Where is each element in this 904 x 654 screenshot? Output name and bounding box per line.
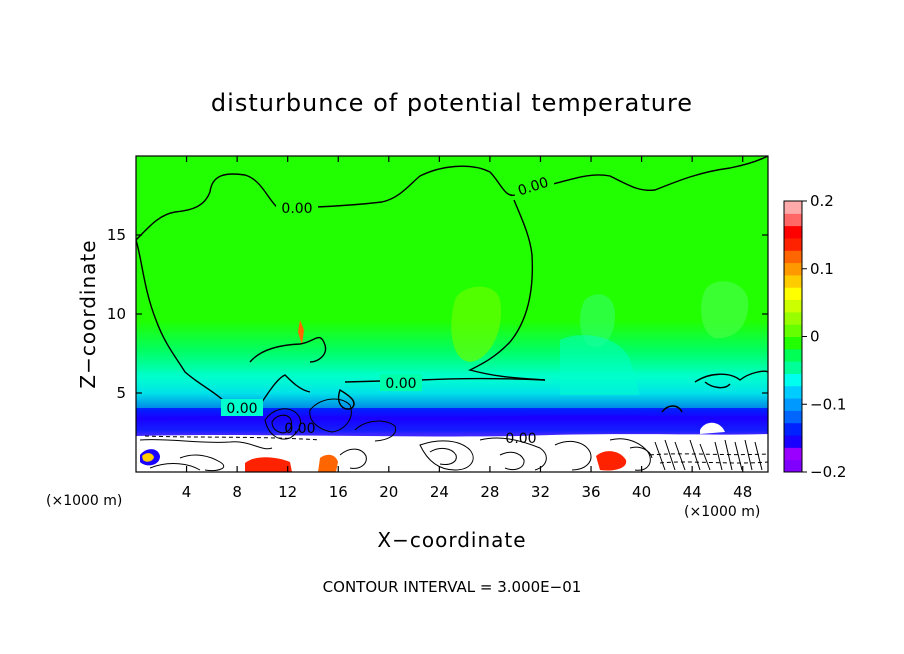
x-tick-label: 48 — [733, 483, 752, 501]
y-tick-label: 10 — [107, 305, 126, 323]
turbulent-contours — [139, 398, 763, 471]
colorbar-swatch — [784, 287, 802, 301]
colorbar-swatch — [784, 299, 802, 313]
colorbar-swatch — [784, 398, 802, 411]
x-tick-label: 24 — [430, 483, 449, 501]
lower-region — [136, 438, 768, 472]
colorbar-swatch — [784, 373, 802, 387]
warm-anomaly — [298, 320, 304, 345]
plume-region — [701, 281, 749, 339]
y-tick-label: 15 — [107, 226, 126, 244]
colorbar-swatch — [784, 435, 802, 448]
colorbar-swatch — [784, 201, 802, 214]
colorbar-swatch — [784, 385, 802, 399]
zero-contour — [468, 199, 546, 381]
colorbar-swatch — [784, 225, 802, 239]
colorbar-swatch — [784, 410, 802, 424]
plume-region — [580, 294, 615, 347]
colorbar-tick-label: 0 — [810, 328, 820, 346]
chart-title: disturbunce of potential temperature — [211, 89, 693, 117]
colorbar-swatch — [784, 422, 802, 436]
colorbar-swatch — [784, 348, 802, 362]
zero-contour — [694, 370, 768, 383]
colorbar-tick-label: 0.2 — [810, 192, 834, 210]
zero-contour — [344, 380, 382, 383]
x-axis-label: X−coordinate — [377, 528, 526, 552]
x-tick-label: 44 — [683, 483, 702, 501]
zero-contour — [338, 388, 355, 410]
colorbar-swatch — [784, 361, 802, 374]
zero-contour — [261, 374, 311, 403]
contour-interval-note: CONTOUR INTERVAL = 3.000E−01 — [323, 578, 582, 596]
contour-label: 0.00 — [281, 201, 312, 217]
plot-area: 0.00 0.00 0.00 0.00 0.00 0.00 — [136, 156, 768, 472]
colorbar-tick-label: 0.1 — [810, 260, 834, 278]
x-unit-right: (×1000 m) — [684, 504, 760, 520]
x-tick-label: 8 — [232, 483, 242, 501]
y-tick-label: 5 — [116, 384, 126, 402]
zero-contour — [661, 405, 683, 413]
zero-contour — [552, 156, 768, 192]
zero-contour — [136, 173, 279, 241]
warm-anomaly — [245, 457, 292, 472]
contour-label: 0.00 — [505, 431, 536, 447]
zero-contour — [419, 377, 546, 381]
warm-anomaly — [318, 454, 338, 472]
colorbar-tick-label: −0.1 — [810, 395, 846, 413]
zero-contour — [315, 165, 516, 208]
cyan-region — [560, 335, 640, 395]
contour-label-layer: 0.00 0.00 0.00 0.00 0.00 0.00 — [221, 175, 554, 447]
colorbar-swatch — [784, 336, 802, 350]
y-axis: 5 10 15 — [107, 226, 768, 402]
colorbar-swatch — [784, 237, 802, 251]
x-axis: 4 8 12 16 20 24 28 32 36 40 44 48 — [182, 156, 752, 501]
colorbar-swatch — [784, 447, 802, 461]
colorbar-swatch — [784, 311, 802, 325]
x-unit-left: (×1000 m) — [46, 493, 122, 509]
x-tick-label: 40 — [632, 483, 651, 501]
x-tick-label: 28 — [480, 483, 499, 501]
colorbar-swatch — [784, 213, 802, 227]
colorbar-swatch — [784, 250, 802, 264]
colorbar-swatch — [784, 262, 802, 276]
y-axis-label: Z−coordinate — [76, 239, 100, 388]
contour-label: 0.00 — [226, 401, 257, 417]
dashed-contours — [144, 435, 768, 464]
cold-anomaly — [142, 453, 154, 462]
contour-label: 0.00 — [284, 421, 315, 437]
x-tick-label: 16 — [329, 483, 348, 501]
x-tick-label: 36 — [581, 483, 600, 501]
x-tick-label: 20 — [379, 483, 398, 501]
colorbar-tick-label: −0.2 — [810, 463, 846, 481]
x-tick-label: 32 — [531, 483, 550, 501]
colorbar-swatch — [784, 274, 802, 288]
colorbar-swatch — [784, 324, 802, 337]
x-tick-label: 4 — [182, 483, 192, 501]
cold-anomaly — [700, 422, 725, 434]
zero-contour — [249, 336, 327, 363]
colorbar: 0.2 0.1 0 −0.1 −0.2 — [783, 192, 846, 481]
blue-band — [136, 415, 768, 437]
colorbar-swatch — [784, 459, 802, 473]
contour-label: 0.00 — [385, 376, 416, 392]
zero-contour — [704, 381, 731, 389]
x-tick-label: 12 — [278, 483, 297, 501]
warm-anomaly — [596, 451, 627, 471]
plume-region — [451, 286, 501, 362]
